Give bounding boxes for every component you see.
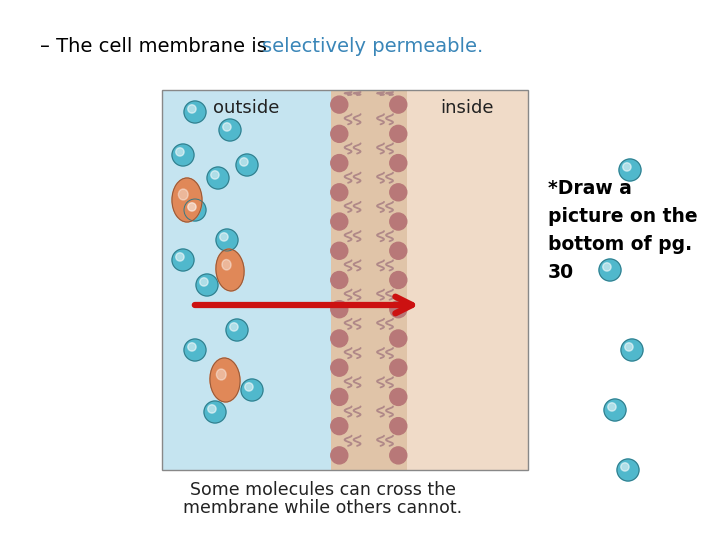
Circle shape <box>207 167 229 189</box>
Circle shape <box>172 144 194 166</box>
Circle shape <box>330 447 348 464</box>
Circle shape <box>619 159 641 181</box>
Ellipse shape <box>172 178 202 222</box>
Circle shape <box>390 125 407 143</box>
Circle shape <box>390 447 407 464</box>
Circle shape <box>236 154 258 176</box>
Circle shape <box>390 359 407 376</box>
Circle shape <box>608 403 616 411</box>
Circle shape <box>390 96 407 113</box>
Circle shape <box>188 202 196 211</box>
Ellipse shape <box>217 369 226 380</box>
Circle shape <box>330 272 348 288</box>
Circle shape <box>390 417 407 435</box>
Circle shape <box>599 259 621 281</box>
Circle shape <box>330 184 348 201</box>
Circle shape <box>188 343 196 351</box>
Circle shape <box>176 148 184 156</box>
Circle shape <box>603 263 611 271</box>
Circle shape <box>184 101 206 123</box>
Bar <box>407 90 528 470</box>
Circle shape <box>226 319 248 341</box>
Circle shape <box>390 213 407 230</box>
Circle shape <box>216 229 238 251</box>
Circle shape <box>390 272 407 288</box>
Circle shape <box>390 330 407 347</box>
Circle shape <box>330 417 348 435</box>
Circle shape <box>625 343 633 351</box>
Text: *Draw a
picture on the
bottom of pg.
30: *Draw a picture on the bottom of pg. 30 <box>548 179 698 281</box>
Circle shape <box>617 459 639 481</box>
Circle shape <box>604 399 626 421</box>
Ellipse shape <box>210 358 240 402</box>
Ellipse shape <box>222 260 231 270</box>
Circle shape <box>220 233 228 241</box>
Circle shape <box>211 171 219 179</box>
Ellipse shape <box>216 249 244 291</box>
Text: membrane while others cannot.: membrane while others cannot. <box>184 499 463 517</box>
Circle shape <box>621 463 629 471</box>
Circle shape <box>184 199 206 221</box>
Circle shape <box>390 184 407 201</box>
Text: outside: outside <box>213 99 279 117</box>
Circle shape <box>196 274 218 296</box>
Circle shape <box>390 154 407 172</box>
Circle shape <box>330 154 348 172</box>
Text: Some molecules can cross the: Some molecules can cross the <box>190 481 456 499</box>
Text: inside: inside <box>441 99 494 117</box>
Circle shape <box>621 339 643 361</box>
Circle shape <box>330 242 348 259</box>
Circle shape <box>623 163 631 171</box>
Circle shape <box>390 242 407 259</box>
Circle shape <box>330 213 348 230</box>
Circle shape <box>199 278 208 286</box>
Circle shape <box>176 253 184 261</box>
Circle shape <box>184 339 206 361</box>
Circle shape <box>240 158 248 166</box>
Circle shape <box>230 323 238 331</box>
Text: selectively permeable.: selectively permeable. <box>262 37 483 57</box>
Circle shape <box>172 249 194 271</box>
Circle shape <box>222 123 231 131</box>
Circle shape <box>330 301 348 318</box>
Circle shape <box>219 119 241 141</box>
Circle shape <box>330 125 348 143</box>
Circle shape <box>390 388 407 406</box>
Bar <box>330 90 407 470</box>
Bar <box>162 90 528 470</box>
Ellipse shape <box>179 189 188 200</box>
Circle shape <box>188 105 196 113</box>
Circle shape <box>330 96 348 113</box>
Bar <box>162 90 528 470</box>
Circle shape <box>390 301 407 318</box>
Text: – The cell membrane is: – The cell membrane is <box>40 37 273 57</box>
Circle shape <box>208 405 216 413</box>
Circle shape <box>330 388 348 406</box>
Circle shape <box>204 401 226 423</box>
Circle shape <box>245 383 253 391</box>
Circle shape <box>241 379 263 401</box>
Circle shape <box>330 330 348 347</box>
Circle shape <box>330 359 348 376</box>
